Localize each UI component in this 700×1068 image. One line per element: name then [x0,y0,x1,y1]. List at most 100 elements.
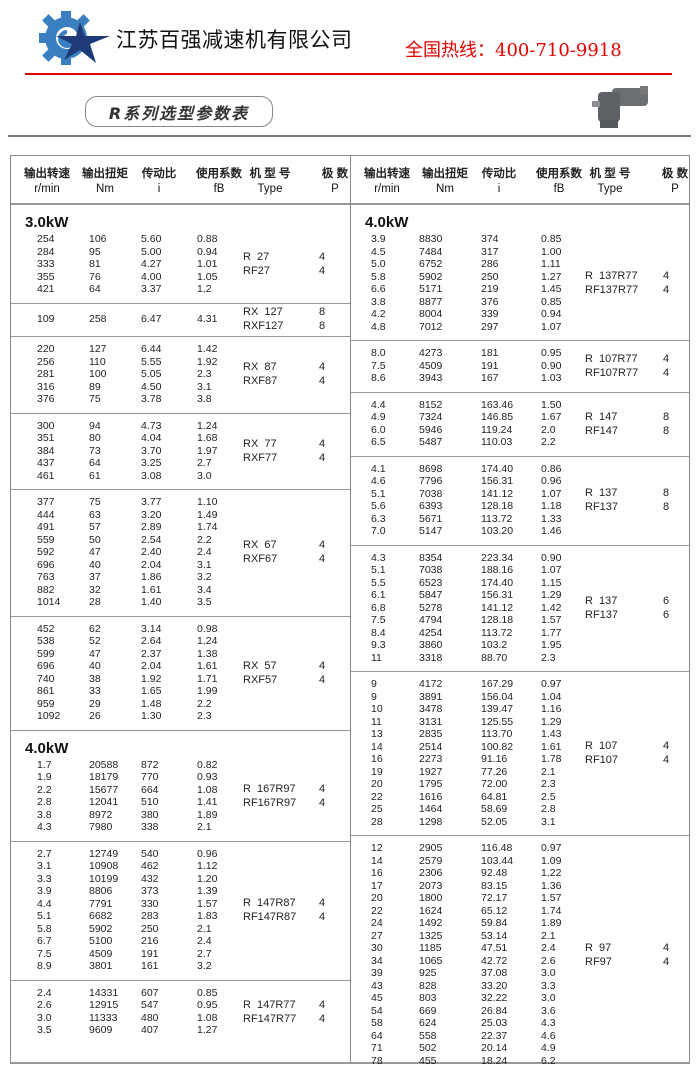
table-row: 20 1795 72.00 2.3 [351,778,689,791]
table-row: 437 64 3.25 2.7 [11,457,350,470]
speed-cell: 1014 [37,596,61,608]
service-factor-cell: 0.85 [541,233,562,245]
model-type: RF137R77 [585,284,639,296]
service-factor-cell: 2.6 [541,954,556,967]
table-row: 3.3 10199 432 1.20 [11,873,350,886]
table-row: 25 1464 58.69 2.8 [351,803,689,816]
model-type: R 137 [585,487,618,499]
service-factor-cell: 1.46 [541,525,562,537]
ratio-cell: 181 [481,347,499,359]
service-factor-cell: 1.27 [541,270,562,283]
service-factor-cell: 2.3 [541,651,556,664]
torque-cell: 6393 [419,500,443,512]
pole-count: 8 [319,319,326,332]
service-factor-cell: 1.89 [197,808,218,821]
pole-count: 4 [319,451,326,464]
table-row: 384 73 3.70 1.97 [11,445,350,458]
ratio-cell: 374 [481,233,499,245]
speed-cell: 22 [371,904,383,917]
pole-count: 8 [663,424,670,437]
ratio-cell: 5.05 [141,368,162,380]
model-group: 377 75 3.77 1.10 444 63 3.20 1.49 491 57 2.89 1.74 5… [11,490,350,617]
ratio-cell: 3.70 [141,444,162,457]
speed-cell: 421 [37,283,55,295]
ratio-cell: 156.31 [481,589,514,601]
service-factor-cell: 1.05 [197,270,218,283]
pole-count: 6 [663,594,670,607]
service-factor-cell: 1.42 [541,601,562,614]
speed-cell: 7.5 [371,614,386,626]
ratio-cell: 1.48 [141,697,162,710]
torque-cell: 61 [89,469,101,482]
ratio-cell: 116.48 [481,842,513,854]
table-row: 64 558 22.37 4.6 [351,1030,689,1043]
torque-cell: 803 [419,992,437,1004]
service-factor-cell: 1.12 [197,860,218,872]
torque-cell: 47 [89,546,101,558]
pole-count: 8 [663,487,670,499]
ratio-cell: 219 [481,283,499,295]
rows-block: 109 258 6.47 4.31 RX 127 RXF127 8 8 [11,306,350,332]
column-header-zh: 输出扭矩 [422,168,468,180]
column-header-zh: 极 数 [661,168,689,180]
service-factor-cell: 1.2 [197,283,212,295]
service-factor-cell: 2.3 [197,368,212,380]
table-header: 输出转速 r/min 输出扭矩 Nm 传动比 i 使用系数 fB 机 型 号 Type 极 数 P [351,156,689,205]
ratio-cell: 330 [141,897,159,910]
ratio-cell: 770 [141,771,159,783]
speed-cell: 16 [371,753,383,765]
service-factor-cell: 1.22 [541,867,562,879]
speed-cell: 5.8 [37,922,52,935]
ratio-cell: 88.70 [481,651,508,664]
table-row: 284 95 5.00 0.94 [11,246,350,259]
speed-cell: 11 [371,651,382,664]
speed-cell: 6.5 [371,436,386,448]
service-factor-cell: 2.4 [197,935,212,947]
table-row: 220 127 6.44 1.42 [11,343,350,356]
table-row: 4.4 8152 163.46 1.50 [351,399,689,412]
table-row: 5.6 6393 128.18 1.18 [351,500,689,513]
torque-cell: 2905 [419,842,443,854]
torque-cell: 3943 [419,372,443,384]
model-type-list: RX 67 RXF67 [243,496,277,609]
service-factor-cell: 0.85 [541,295,562,308]
power-heading: 4.0kW [365,214,409,231]
ratio-cell: 250 [141,922,159,935]
right-column: 输出转速 r/min 输出扭矩 Nm 传动比 i 使用系数 fB 机 型 号 Type 极 数 P 4.… [350,156,690,1067]
speed-cell: 538 [37,635,55,647]
speed-cell: 3.8 [371,295,386,308]
model-group: 109 258 6.47 4.31 RX 127 RXF127 8 8 [11,304,350,337]
torque-cell: 3891 [419,690,443,703]
pole-count: 4 [319,553,326,566]
service-factor-cell: 1.33 [541,512,562,525]
company-name: 江苏百强减速机有限公司 [116,28,353,52]
torque-cell: 1795 [419,778,443,790]
ratio-cell: 113.72 [481,512,513,525]
service-factor-cell: 1.20 [197,872,218,885]
table-row: 20 1800 72.17 1.57 [351,892,689,905]
service-factor-cell: 0.95 [197,999,218,1011]
speed-cell: 4.2 [371,308,386,320]
speed-cell: 30 [371,942,383,954]
service-factor-cell: 3.1 [197,380,212,393]
model-type: R 97 [585,941,612,954]
table-row: 355 76 4.00 1.05 [11,271,350,284]
ratio-cell: 1.40 [141,596,162,608]
ratio-cell: 3.25 [141,457,162,469]
table-row: 1.9 18179 770 0.93 [11,771,350,784]
table-row: 9 4172 167.29 0.97 [351,678,689,691]
service-factor-cell: 1.74 [197,521,218,533]
ratio-cell: 58.69 [481,803,508,815]
speed-cell: 5.6 [371,500,386,512]
model-group: 220 127 6.44 1.42 256 110 5.55 1.92 281 100 5.05 2.… [11,337,350,414]
model-type: R 147R77 [243,998,296,1011]
service-factor-cell: 4.9 [541,1042,556,1054]
table-row: 4.3 7980 338 2.1 [11,821,350,834]
torque-cell: 2306 [419,867,443,879]
ratio-cell: 5.00 [141,245,162,258]
torque-cell: 7791 [89,897,113,910]
torque-cell: 94 [89,419,101,432]
model-type-list: RX 77 RXF77 [243,420,277,483]
service-factor-cell: 3.2 [197,571,212,583]
